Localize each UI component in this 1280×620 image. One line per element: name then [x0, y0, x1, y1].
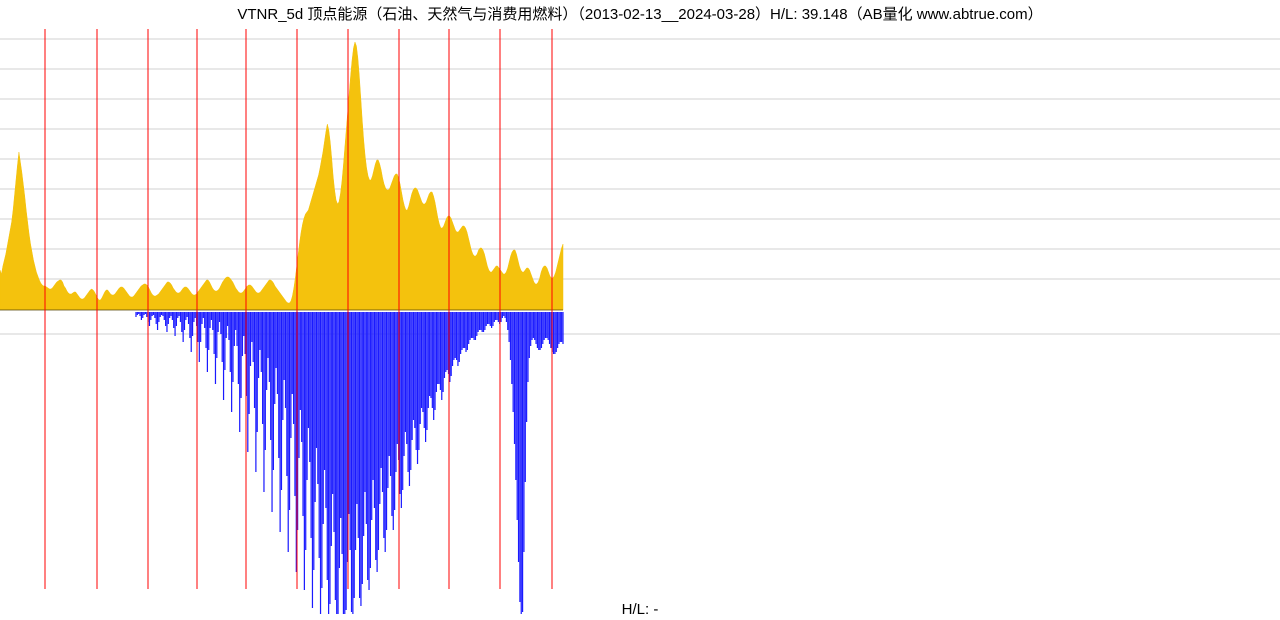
price-chart: [0, 24, 1280, 614]
chart-title: VTNR_5d 顶点能源（石油、天然气与消费用燃料）（2013-02-13__2…: [0, 3, 1280, 24]
footer-label: H/L: -: [622, 601, 659, 618]
